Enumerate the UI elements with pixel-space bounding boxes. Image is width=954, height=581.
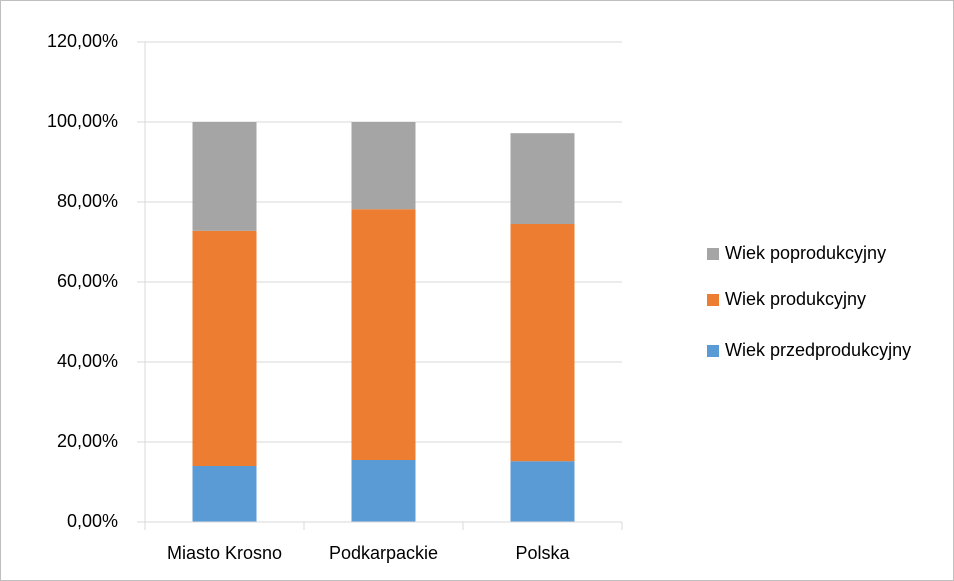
legend-label: Wiek poprodukcyjny: [725, 243, 886, 263]
bar-segment: [351, 460, 416, 522]
legend-label: Wiek produkcyjny: [725, 289, 866, 309]
y-tick-label: 80,00%: [57, 191, 118, 211]
legend-swatch: [707, 345, 719, 357]
legend-swatch: [707, 248, 719, 260]
bar-segment: [351, 209, 416, 460]
x-tick-label: Podkarpackie: [329, 543, 438, 563]
y-tick-label: 0,00%: [67, 511, 118, 531]
bar-segment: [510, 461, 575, 522]
bar-segment: [192, 230, 257, 466]
bar-segment: [510, 224, 575, 462]
x-tick-label: Miasto Krosno: [167, 543, 282, 563]
bar-segment: [192, 122, 257, 231]
bar-segment: [192, 466, 257, 522]
y-tick-label: 120,00%: [47, 31, 118, 51]
y-tick-label: 60,00%: [57, 271, 118, 291]
y-tick-label: 100,00%: [47, 111, 118, 131]
bar-segment: [351, 122, 416, 210]
y-tick-label: 20,00%: [57, 431, 118, 451]
bar-segment: [510, 133, 575, 224]
legend-label: Wiek przedprodukcyjny: [725, 340, 911, 360]
x-tick-label: Polska: [515, 543, 570, 563]
legend-swatch: [707, 294, 719, 306]
y-tick-label: 40,00%: [57, 351, 118, 371]
